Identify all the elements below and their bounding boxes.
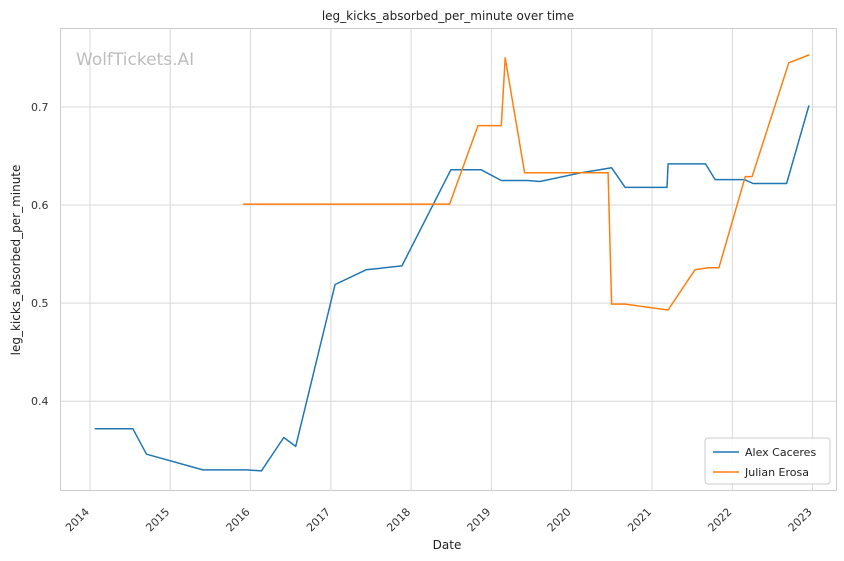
y-axis-title: leg_kicks_absorbed_per_minute [9, 165, 23, 356]
legend: Alex Caceres Julian Erosa [704, 437, 831, 485]
y-tick-label: 0.7 [31, 101, 49, 114]
watermark: WolfTickets.AI [76, 50, 194, 70]
series-line-alex-caceres [94, 105, 810, 472]
x-axis-title: Date [433, 538, 462, 552]
y-tick-label: 0.4 [31, 395, 49, 408]
legend-label-julian-erosa: Julian Erosa [744, 466, 809, 479]
y-tick-label: 0.5 [31, 297, 49, 310]
plot-frame [60, 28, 837, 491]
x-gridlines [89, 28, 814, 491]
series-layer [94, 54, 810, 472]
y-gridlines [60, 106, 837, 402]
legend-label-alex-caceres: Alex Caceres [745, 446, 816, 459]
y-tick-labels: 0.4 0.5 0.6 0.7 [31, 101, 49, 408]
series-line-julian-erosa [242, 54, 810, 311]
y-tick-label: 0.6 [31, 199, 49, 212]
chart-title: leg_kicks_absorbed_per_minute over time [322, 9, 574, 23]
